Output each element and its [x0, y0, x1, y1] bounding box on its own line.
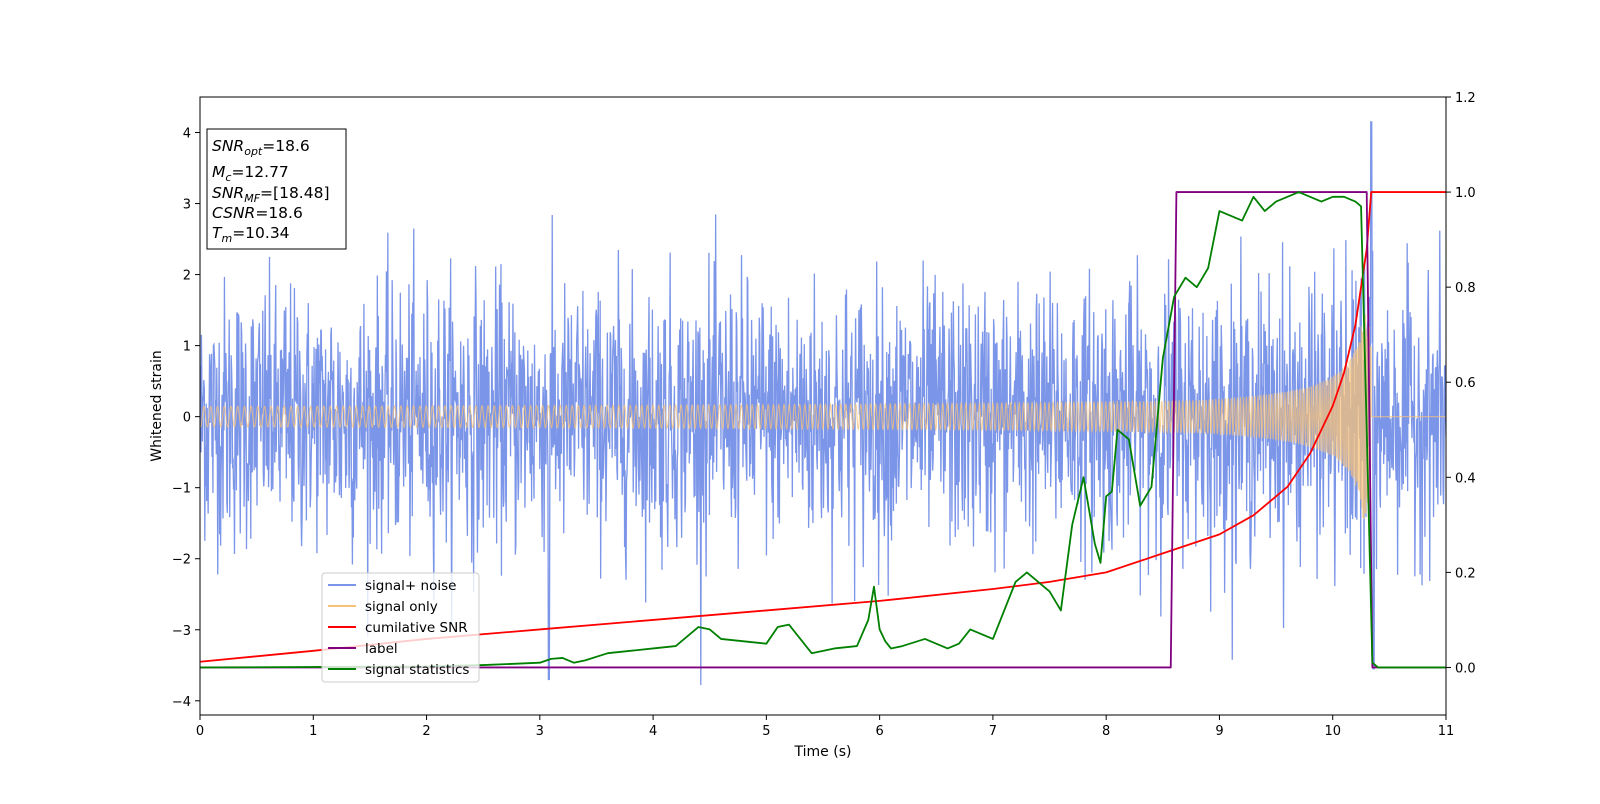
legend-label-label: label: [365, 641, 398, 657]
x-tick-label: 8: [1102, 724, 1110, 739]
y-right-tick-label: 0.4: [1455, 471, 1476, 486]
info-tm: Tm=10.34: [212, 224, 290, 245]
info-mc: Mc=12.77: [212, 163, 289, 184]
info-csnr: CSNR=18.6: [212, 204, 303, 222]
info-box: SNRopt=18.6 Mc=12.77 SNRMF=[18.48] CSNR=…: [206, 128, 347, 250]
x-tick-label: 11: [1438, 724, 1455, 739]
y-left-tick-label: −3: [172, 624, 191, 639]
x-tick-label: 7: [989, 724, 997, 739]
y-right-tick-label: 0.2: [1455, 566, 1476, 581]
y-left-tick-label: 1: [183, 340, 191, 355]
plot-frame: [199, 96, 1447, 716]
info-box-frame: [206, 128, 347, 250]
series-signal-only: [200, 314, 1446, 519]
series-signal-noise: [200, 121, 1446, 686]
y-right-tick-label: 1.2: [1455, 91, 1476, 106]
legend: signal+ noise signal only cumilative SNR…: [321, 572, 480, 683]
y-left-tick-label: 2: [183, 269, 191, 284]
x-tick-label: 6: [875, 724, 883, 739]
legend-frame: [321, 572, 480, 683]
x-tick-label: 3: [536, 724, 544, 739]
x-tick-label: 0: [196, 724, 204, 739]
info-snr-opt: SNRopt=18.6: [212, 137, 310, 158]
legend-label-signal-only: signal only: [365, 599, 438, 615]
legend-label-signal-statistics: signal statistics: [365, 662, 469, 678]
x-tick-label: 1: [309, 724, 317, 739]
series-layer: [200, 121, 1446, 686]
y-right-tick-label: 0.6: [1455, 376, 1476, 391]
x-tick-label: 10: [1324, 724, 1341, 739]
y-left-tick-label: 4: [183, 127, 191, 142]
x-tick-label: 9: [1215, 724, 1223, 739]
y-left-tick-label: −2: [172, 553, 191, 568]
info-snr-mf: SNRMF=[18.48]: [212, 184, 330, 205]
y-left-tick-label: 0: [183, 411, 191, 426]
axes-layer: 0 1 2 3 4 5 6 7 8 9 10 11 −4 −3 −2 −1 0 1 2 3 4 0.0 0.2 0.4 0.6 0…: [172, 91, 1476, 739]
y-right-tick-label: 0.8: [1455, 281, 1476, 296]
y-left-tick-label: −1: [172, 482, 191, 497]
y-left-tick-label: −4: [172, 695, 191, 710]
y-right-tick-label: 1.0: [1455, 186, 1476, 201]
series-cumulative-snr: [200, 191, 1446, 663]
legend-label-signal-noise: signal+ noise: [365, 578, 456, 594]
x-tick-label: 2: [422, 724, 430, 739]
x-tick-label: 5: [762, 724, 770, 739]
y-right-tick-label: 0.0: [1455, 661, 1476, 676]
legend-label-cumulative-snr: cumilative SNR: [365, 620, 468, 636]
x-axis-label: Time (s): [794, 744, 852, 760]
y-axis-label: Whitened strain: [149, 350, 165, 461]
y-left-tick-label: 3: [183, 198, 191, 213]
x-tick-label: 4: [649, 724, 657, 739]
series-signal-statistics: [200, 191, 1446, 669]
